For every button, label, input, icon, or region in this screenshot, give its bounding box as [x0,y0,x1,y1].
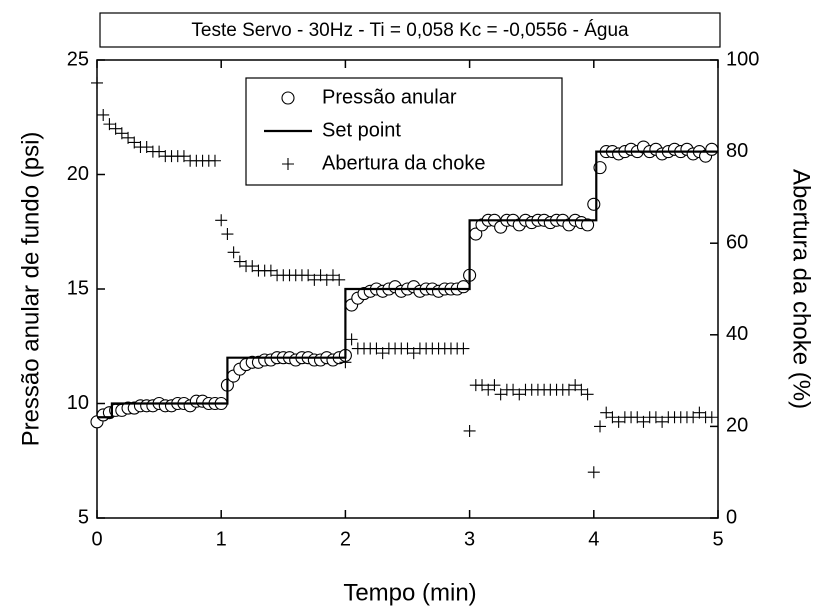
legend-label: Set point [322,119,401,141]
y-tick-label: 15 [67,277,89,299]
choke-point [606,411,619,424]
choke-point [314,269,327,282]
pressure-point [581,218,595,232]
y2-tick-label: 80 [726,140,748,162]
choke-point [463,424,476,437]
x-tick-label: 5 [712,528,723,550]
choke-point [333,273,346,286]
choke-point [320,273,333,286]
choke-point [339,356,352,369]
choke-point [370,342,383,355]
choke-point [326,269,339,282]
legend-symbol [282,158,294,170]
y-tick-label: 5 [78,506,89,528]
choke-point [401,342,414,355]
choke-point [109,122,122,135]
choke-point [153,145,166,158]
pressure-point [705,142,719,156]
y2-tick-label: 60 [726,231,748,253]
x-axis-label: Tempo (min) [343,579,476,606]
choke-point [221,228,234,241]
choke-point [91,76,103,89]
x-tick-label: 4 [588,528,599,550]
choke-point [569,379,582,392]
choke-point [637,415,650,428]
series-line [97,150,718,419]
y-tick-label: 20 [67,163,89,185]
legend-symbol [281,91,295,105]
choke-point [103,118,116,131]
choke-point [705,411,718,424]
choke-point [128,136,141,149]
choke-point [457,342,470,355]
y-tick-label: 10 [67,392,89,414]
x-tick-label: 2 [340,528,351,550]
y2-tick-label: 0 [726,506,737,528]
pressure-point [456,280,470,294]
legend-box [245,77,563,186]
choke-point [631,411,644,424]
choke-point [594,420,607,433]
choke-point [264,264,277,277]
choke-point [649,411,662,424]
y2-tick-label: 40 [726,323,748,345]
choke-point [246,260,259,273]
choke-point [227,246,240,259]
choke-point [345,333,358,346]
choke-point [575,383,588,396]
choke-point [600,406,613,419]
choke-point [407,347,420,360]
choke-point [612,415,625,428]
chart-title: Teste Servo - 30Hz - Ti = 0,058 Kc = -0,… [191,20,629,41]
y2-tick-label: 20 [726,415,748,437]
choke-point [376,347,389,360]
choke-point [507,383,520,396]
choke-point [122,131,135,144]
choke-point [562,383,575,396]
choke-point [581,388,594,401]
choke-point [476,379,489,392]
legend-label: Abertura da choke [322,152,485,174]
choke-point [177,150,190,163]
choke-point [308,273,321,286]
pressure-point [587,197,601,211]
y2-axis-label: Abertura da choke (%) [788,169,815,409]
y-tick-label: 25 [67,48,89,70]
y-axis-label: Pressão anular de fundo (psi) [17,132,44,447]
title-box [99,12,721,48]
choke-point [513,388,526,401]
choke-point [494,388,507,401]
choke-point [302,269,315,282]
choke-point [693,406,706,419]
x-tick-label: 0 [91,528,102,550]
choke-point [115,127,128,140]
choke-point [482,383,495,396]
choke-point [687,411,700,424]
choke-point [215,214,228,227]
choke-point [488,379,501,392]
choke-point [656,415,669,428]
choke-point [208,154,221,167]
choke-point [233,255,246,268]
y2-tick-label: 100 [726,48,759,70]
choke-point [140,141,153,154]
x-tick-label: 3 [464,528,475,550]
legend-label: Pressão anular [322,86,457,108]
choke-point [97,108,110,121]
choke-point [587,466,600,479]
x-tick-label: 1 [216,528,227,550]
